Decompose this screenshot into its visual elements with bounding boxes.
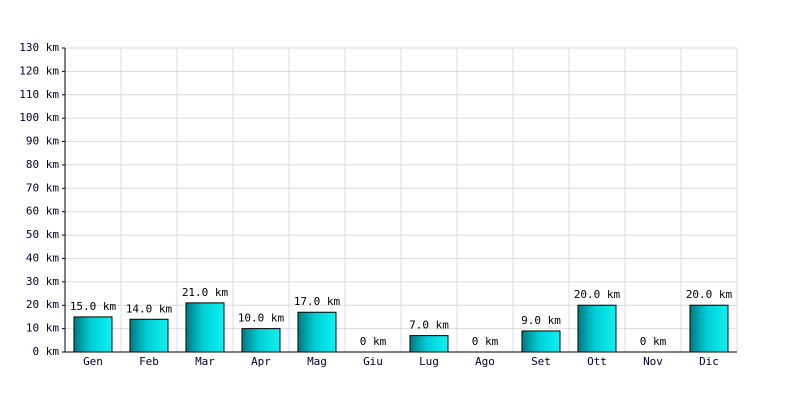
bar — [241, 328, 281, 353]
value-label: 10.0 km — [238, 312, 285, 325]
value-label: 9.0 km — [521, 314, 561, 327]
x-tick-label: Apr — [251, 355, 271, 368]
value-label: 14.0 km — [126, 302, 173, 315]
value-label: 15.0 km — [70, 300, 117, 313]
y-tick-label: 110 km — [19, 88, 59, 101]
y-tick-label: 120 km — [19, 64, 59, 77]
x-tick-label: Set — [531, 355, 551, 368]
y-tick-label: 30 km — [26, 275, 59, 288]
x-tick-label: Gen — [83, 355, 103, 368]
y-tick-label: 80 km — [26, 158, 59, 171]
x-tick-label: Ott — [587, 355, 607, 368]
x-tick-label: Lug — [419, 355, 439, 368]
bar — [409, 335, 449, 353]
y-tick-label: 40 km — [26, 251, 59, 264]
x-tick-label: Mag — [307, 355, 327, 368]
y-tick-label: 70 km — [26, 181, 59, 194]
x-tick-label: Nov — [643, 355, 663, 368]
bar — [689, 304, 729, 353]
x-tick-label: Mar — [195, 355, 215, 368]
value-label: 20.0 km — [574, 288, 621, 301]
y-tick-label: 20 km — [26, 298, 59, 311]
value-label: 21.0 km — [182, 286, 229, 299]
bar — [577, 304, 617, 353]
value-label: 17.0 km — [294, 295, 341, 308]
value-label: 0 km — [360, 335, 387, 348]
y-tick-label: 100 km — [19, 111, 59, 124]
value-label: 7.0 km — [409, 319, 449, 332]
x-tick-label: Giu — [363, 355, 383, 368]
bar — [297, 311, 337, 353]
y-tick-label: 10 km — [26, 322, 59, 335]
y-tick-label: 60 km — [26, 205, 59, 218]
value-label: 0 km — [472, 335, 499, 348]
y-tick-label: 90 km — [26, 135, 59, 148]
x-tick-label: Feb — [139, 355, 159, 368]
y-tick-label: 50 km — [26, 228, 59, 241]
value-label: 20.0 km — [686, 288, 733, 301]
bar — [521, 330, 561, 353]
value-label: 0 km — [640, 335, 667, 348]
bar — [73, 316, 113, 353]
x-tick-label: Ago — [475, 355, 495, 368]
y-tick-label: 130 km — [19, 41, 59, 54]
y-tick-label: 0 km — [33, 345, 60, 358]
x-tick-label: Dic — [699, 355, 719, 368]
bar — [185, 302, 225, 353]
bar — [129, 318, 169, 353]
